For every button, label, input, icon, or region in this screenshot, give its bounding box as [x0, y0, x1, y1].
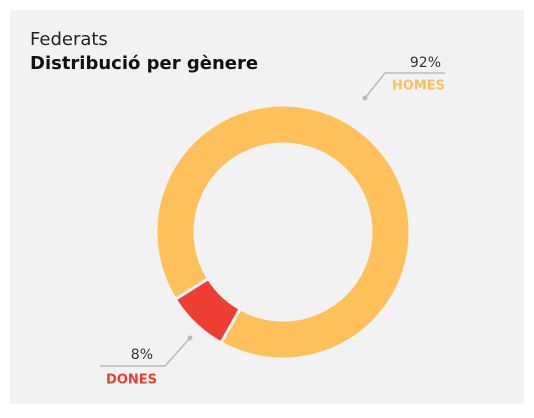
category-label: DONES: [106, 373, 157, 388]
chart-subtitle: Distribució per gènere: [30, 53, 258, 74]
chart-title: Federats: [30, 29, 108, 50]
category-label: HOMES: [392, 79, 445, 94]
leader-dot: [187, 335, 193, 341]
leader-dot: [362, 95, 368, 101]
leader-line: [364, 72, 445, 99]
slice: [173, 276, 243, 345]
value-label: 92%: [410, 55, 441, 71]
slice: [154, 103, 412, 361]
value-label: 8%: [131, 347, 153, 363]
leader-line: [100, 337, 191, 367]
